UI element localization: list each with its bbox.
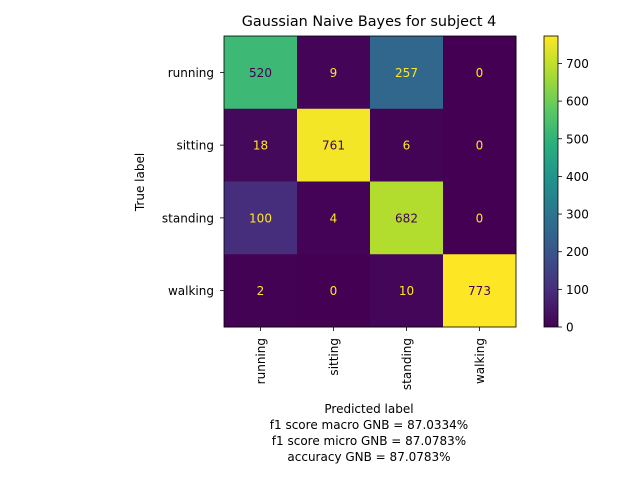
x-tick-label: standing: [400, 338, 414, 390]
heatmap-cell: [370, 108, 444, 182]
colorbar-tick-label: 700: [566, 57, 589, 71]
heatmap-cell: [224, 36, 298, 110]
y-tick-label: sitting: [176, 139, 214, 153]
y-tick-label: running: [168, 66, 214, 80]
heatmap-cells: 520 9 257 0 18 761 6 0 100 4 682 0 2 0 10 773: [224, 36, 517, 328]
y-tick-labels: running sitting standing walking: [162, 66, 224, 298]
cell-value-label: 100: [249, 211, 272, 225]
cell-value-label: 761: [322, 139, 345, 153]
y-tick-label: walking: [168, 284, 214, 298]
chart-title: Gaussian Naive Bayes for subject 4: [242, 14, 497, 30]
cell-value-label: 0: [330, 284, 338, 298]
x-tick-label: sitting: [327, 338, 341, 376]
cell-value-label: 4: [330, 211, 338, 225]
heatmap-cell: [224, 108, 298, 182]
heatmap-cell: [297, 108, 371, 182]
colorbar: [543, 35, 559, 328]
cell-value-label: 18: [253, 139, 268, 153]
heatmap-cell: [443, 181, 517, 255]
x-axis-label: Predicted label: [324, 402, 413, 416]
colorbar-tick-label: 400: [566, 170, 589, 184]
heatmap-cell: [297, 36, 371, 110]
y-axis-label: True label: [133, 153, 147, 212]
cell-value-label: 6: [403, 139, 411, 153]
cell-value-label: 773: [468, 284, 491, 298]
cell-value-label: 0: [476, 66, 484, 80]
heatmap-cell: [224, 254, 298, 328]
cell-value-label: 9: [330, 66, 338, 80]
heatmap-cell: [297, 181, 371, 255]
cell-value-label: 520: [249, 66, 272, 80]
x-tick-labels: running sitting standing walking: [254, 327, 487, 390]
heatmap-cell: [443, 108, 517, 182]
heatmap-cell: [443, 254, 517, 328]
heatmap-cell: [224, 181, 298, 255]
cell-value-label: 0: [476, 139, 484, 153]
cell-value-label: 257: [395, 66, 418, 80]
colorbar-tick-label: 500: [566, 132, 589, 146]
accuracy-note: accuracy GNB = 87.0783%: [287, 450, 450, 464]
f1-macro-note: f1 score macro GNB = 87.0334%: [270, 418, 468, 432]
colorbar-tick-label: 300: [566, 208, 589, 222]
heatmap-cell: [370, 181, 444, 255]
colorbar-tick-label: 600: [566, 95, 589, 109]
cell-value-label: 682: [395, 211, 418, 225]
heatmap-cell: [443, 36, 517, 110]
colorbar-tick-label: 200: [566, 245, 589, 259]
colorbar-tick-label: 0: [566, 321, 574, 335]
heatmap-cell: [370, 36, 444, 110]
x-tick-label: running: [254, 338, 268, 384]
x-tick-label: walking: [473, 338, 487, 384]
cell-value-label: 0: [476, 211, 484, 225]
y-tick-label: standing: [162, 211, 214, 225]
heatmap-cell: [370, 254, 444, 328]
colorbar-tick-label: 100: [566, 283, 589, 297]
heatmap-cell: [297, 254, 371, 328]
cell-value-label: 10: [399, 284, 414, 298]
heatmap-frame: [223, 35, 517, 328]
f1-micro-note: f1 score micro GNB = 87.0783%: [272, 434, 466, 448]
cell-value-label: 2: [257, 284, 265, 298]
colorbar-ticks: 0 100 200 300 400 500 600 700: [558, 57, 589, 335]
